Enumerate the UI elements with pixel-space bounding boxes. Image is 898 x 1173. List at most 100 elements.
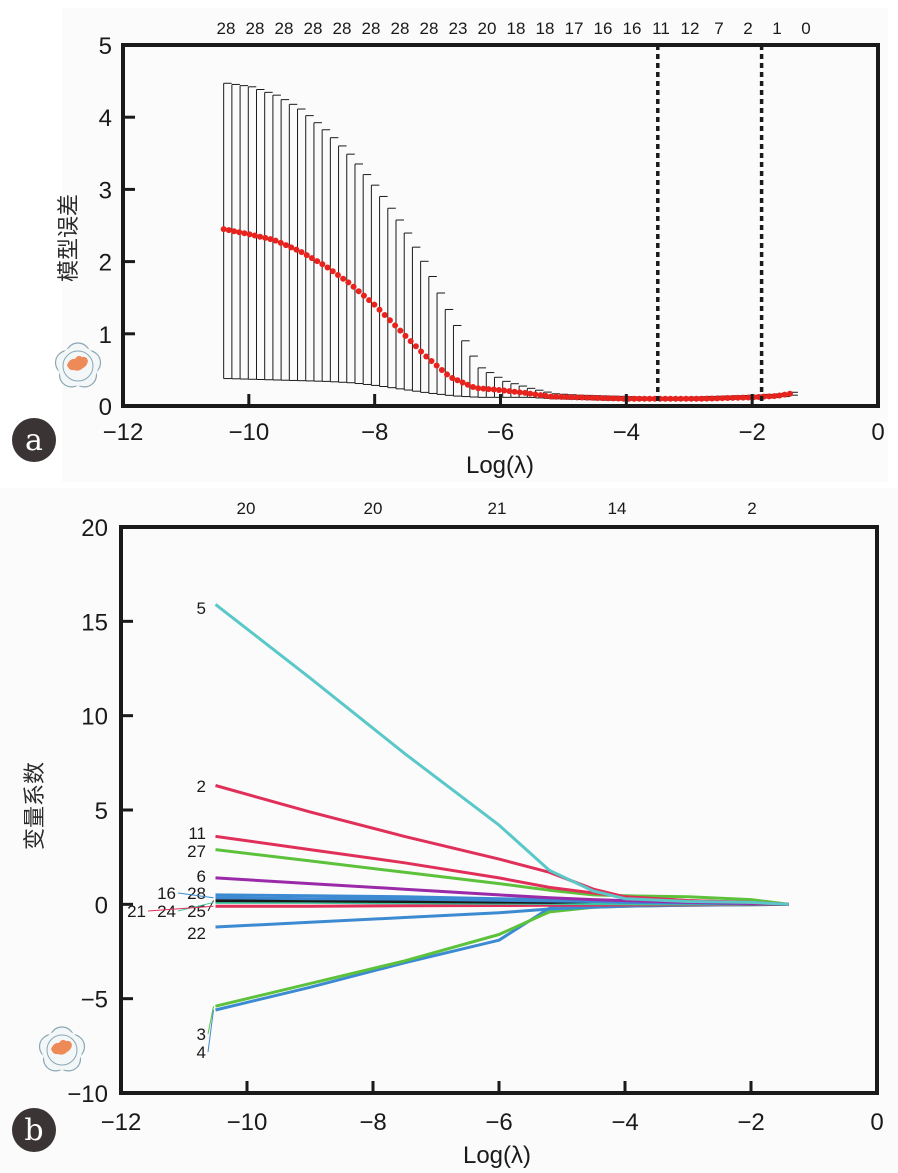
mean-point: [714, 395, 721, 402]
line-label-leader-21: [147, 905, 214, 912]
panel-a-letter: a: [25, 423, 43, 458]
top-count-label: 11: [652, 19, 670, 38]
top-count-label: 1: [772, 19, 781, 38]
y-tick-label: 5: [95, 798, 108, 825]
mean-point: [589, 394, 596, 401]
mean-point: [449, 375, 456, 382]
top-count-label: 20: [478, 19, 497, 38]
line-label-leader-24: [177, 901, 214, 912]
line-label-22: 22: [187, 924, 206, 943]
mean-point: [688, 395, 695, 402]
top-count-label: 14: [608, 499, 627, 518]
mean-point: [553, 393, 560, 400]
panel-a-logo-map: [67, 355, 88, 371]
mean-point: [537, 392, 544, 399]
mean-point: [506, 388, 513, 395]
mean-point: [381, 312, 388, 319]
chart-panel-a: 28 28 28 28 28 28 28 28 23 20 18 18 17 16 16 11 12 7 2 1 0−1…: [12, 19, 885, 479]
mean-point: [646, 395, 653, 402]
mean-point: [433, 362, 440, 369]
mean-point: [360, 292, 367, 299]
top-count-label: 21: [488, 499, 507, 518]
mean-point: [376, 306, 383, 313]
mean-point: [480, 385, 487, 392]
mean-point: [438, 366, 445, 373]
panel-a-logo-icon: [54, 342, 102, 388]
mean-point: [303, 252, 310, 259]
line-label-28: 28: [187, 884, 206, 903]
line-label-16: 16: [157, 884, 176, 903]
y-axis-title: 模型误差: [57, 194, 82, 282]
x-tick-label: −10: [227, 1109, 268, 1136]
top-count-label: 16: [623, 19, 642, 38]
panel-a-badge: [12, 418, 56, 462]
mean-point: [703, 395, 710, 402]
mean-point: [683, 395, 690, 402]
y-tick-label: 10: [81, 704, 108, 731]
mean-point: [729, 394, 736, 401]
mean-point: [246, 231, 253, 238]
y-tick-label: −5: [81, 987, 108, 1014]
coefficient-line-5: [214, 603, 789, 906]
x-tick-label: −6: [485, 1109, 512, 1136]
mean-point: [298, 249, 305, 256]
panel-a-background: [62, 8, 888, 482]
x-tick-label: −6: [487, 419, 514, 446]
y-tick-label: 5: [99, 33, 112, 60]
top-count-label: 28: [391, 19, 410, 38]
mean-point: [475, 385, 482, 392]
mean-point: [662, 395, 669, 402]
mean-point: [418, 348, 425, 355]
mean-point: [334, 271, 341, 278]
coefficient-line-22: [215, 902, 789, 929]
mean-point: [444, 371, 451, 378]
coefficient-line-4: [215, 902, 789, 1012]
mean-point: [470, 383, 477, 390]
mean-point: [501, 387, 508, 394]
mean-point: [781, 391, 788, 398]
mean-point: [345, 279, 352, 286]
top-count-label: 2: [743, 19, 752, 38]
coefficient-line-2: [215, 784, 789, 906]
error-bars: [223, 82, 798, 401]
mean-point: [495, 386, 502, 393]
line-label-27: 27: [187, 842, 206, 861]
mean-point: [740, 394, 747, 401]
mean-point: [283, 242, 290, 249]
mean-point: [319, 261, 326, 268]
mean-point: [225, 227, 232, 234]
y-tick-label: 20: [81, 515, 108, 542]
top-count-label: 28: [275, 19, 294, 38]
mean-point: [599, 395, 606, 402]
coefficient-line-27: [215, 848, 789, 906]
mean-point: [672, 395, 679, 402]
mean-point: [558, 393, 565, 400]
mean-point: [776, 392, 783, 399]
mean-point: [516, 389, 523, 396]
top-count-label: 20: [237, 499, 256, 518]
mean-point: [423, 353, 430, 360]
mean-point: [584, 394, 591, 401]
mean-point: [412, 343, 419, 350]
mean-point: [454, 377, 461, 384]
panel-a-logo-inner-ring: [62, 350, 94, 382]
mean-point: [527, 390, 534, 397]
mean-point: [734, 394, 741, 401]
mean-point: [573, 394, 580, 401]
top-count-label: 17: [565, 19, 584, 38]
x-tick-label: −4: [613, 419, 640, 446]
y-axis-title: 变量系数: [23, 762, 48, 850]
mean-point: [615, 395, 622, 402]
x-tick-label: −12: [103, 419, 144, 446]
line-label-21: 21: [127, 902, 146, 921]
panel-b-logo-map: [51, 1039, 72, 1055]
line-label-24: 24: [157, 902, 176, 921]
mean-point: [594, 394, 601, 401]
y-tick-label: 3: [99, 177, 112, 204]
mean-point: [719, 395, 726, 402]
line-label-3: 3: [197, 1025, 206, 1044]
mean-point: [636, 395, 643, 402]
mean-point: [371, 301, 378, 308]
mean-point: [579, 394, 586, 401]
top-count-label: 28: [420, 19, 439, 38]
